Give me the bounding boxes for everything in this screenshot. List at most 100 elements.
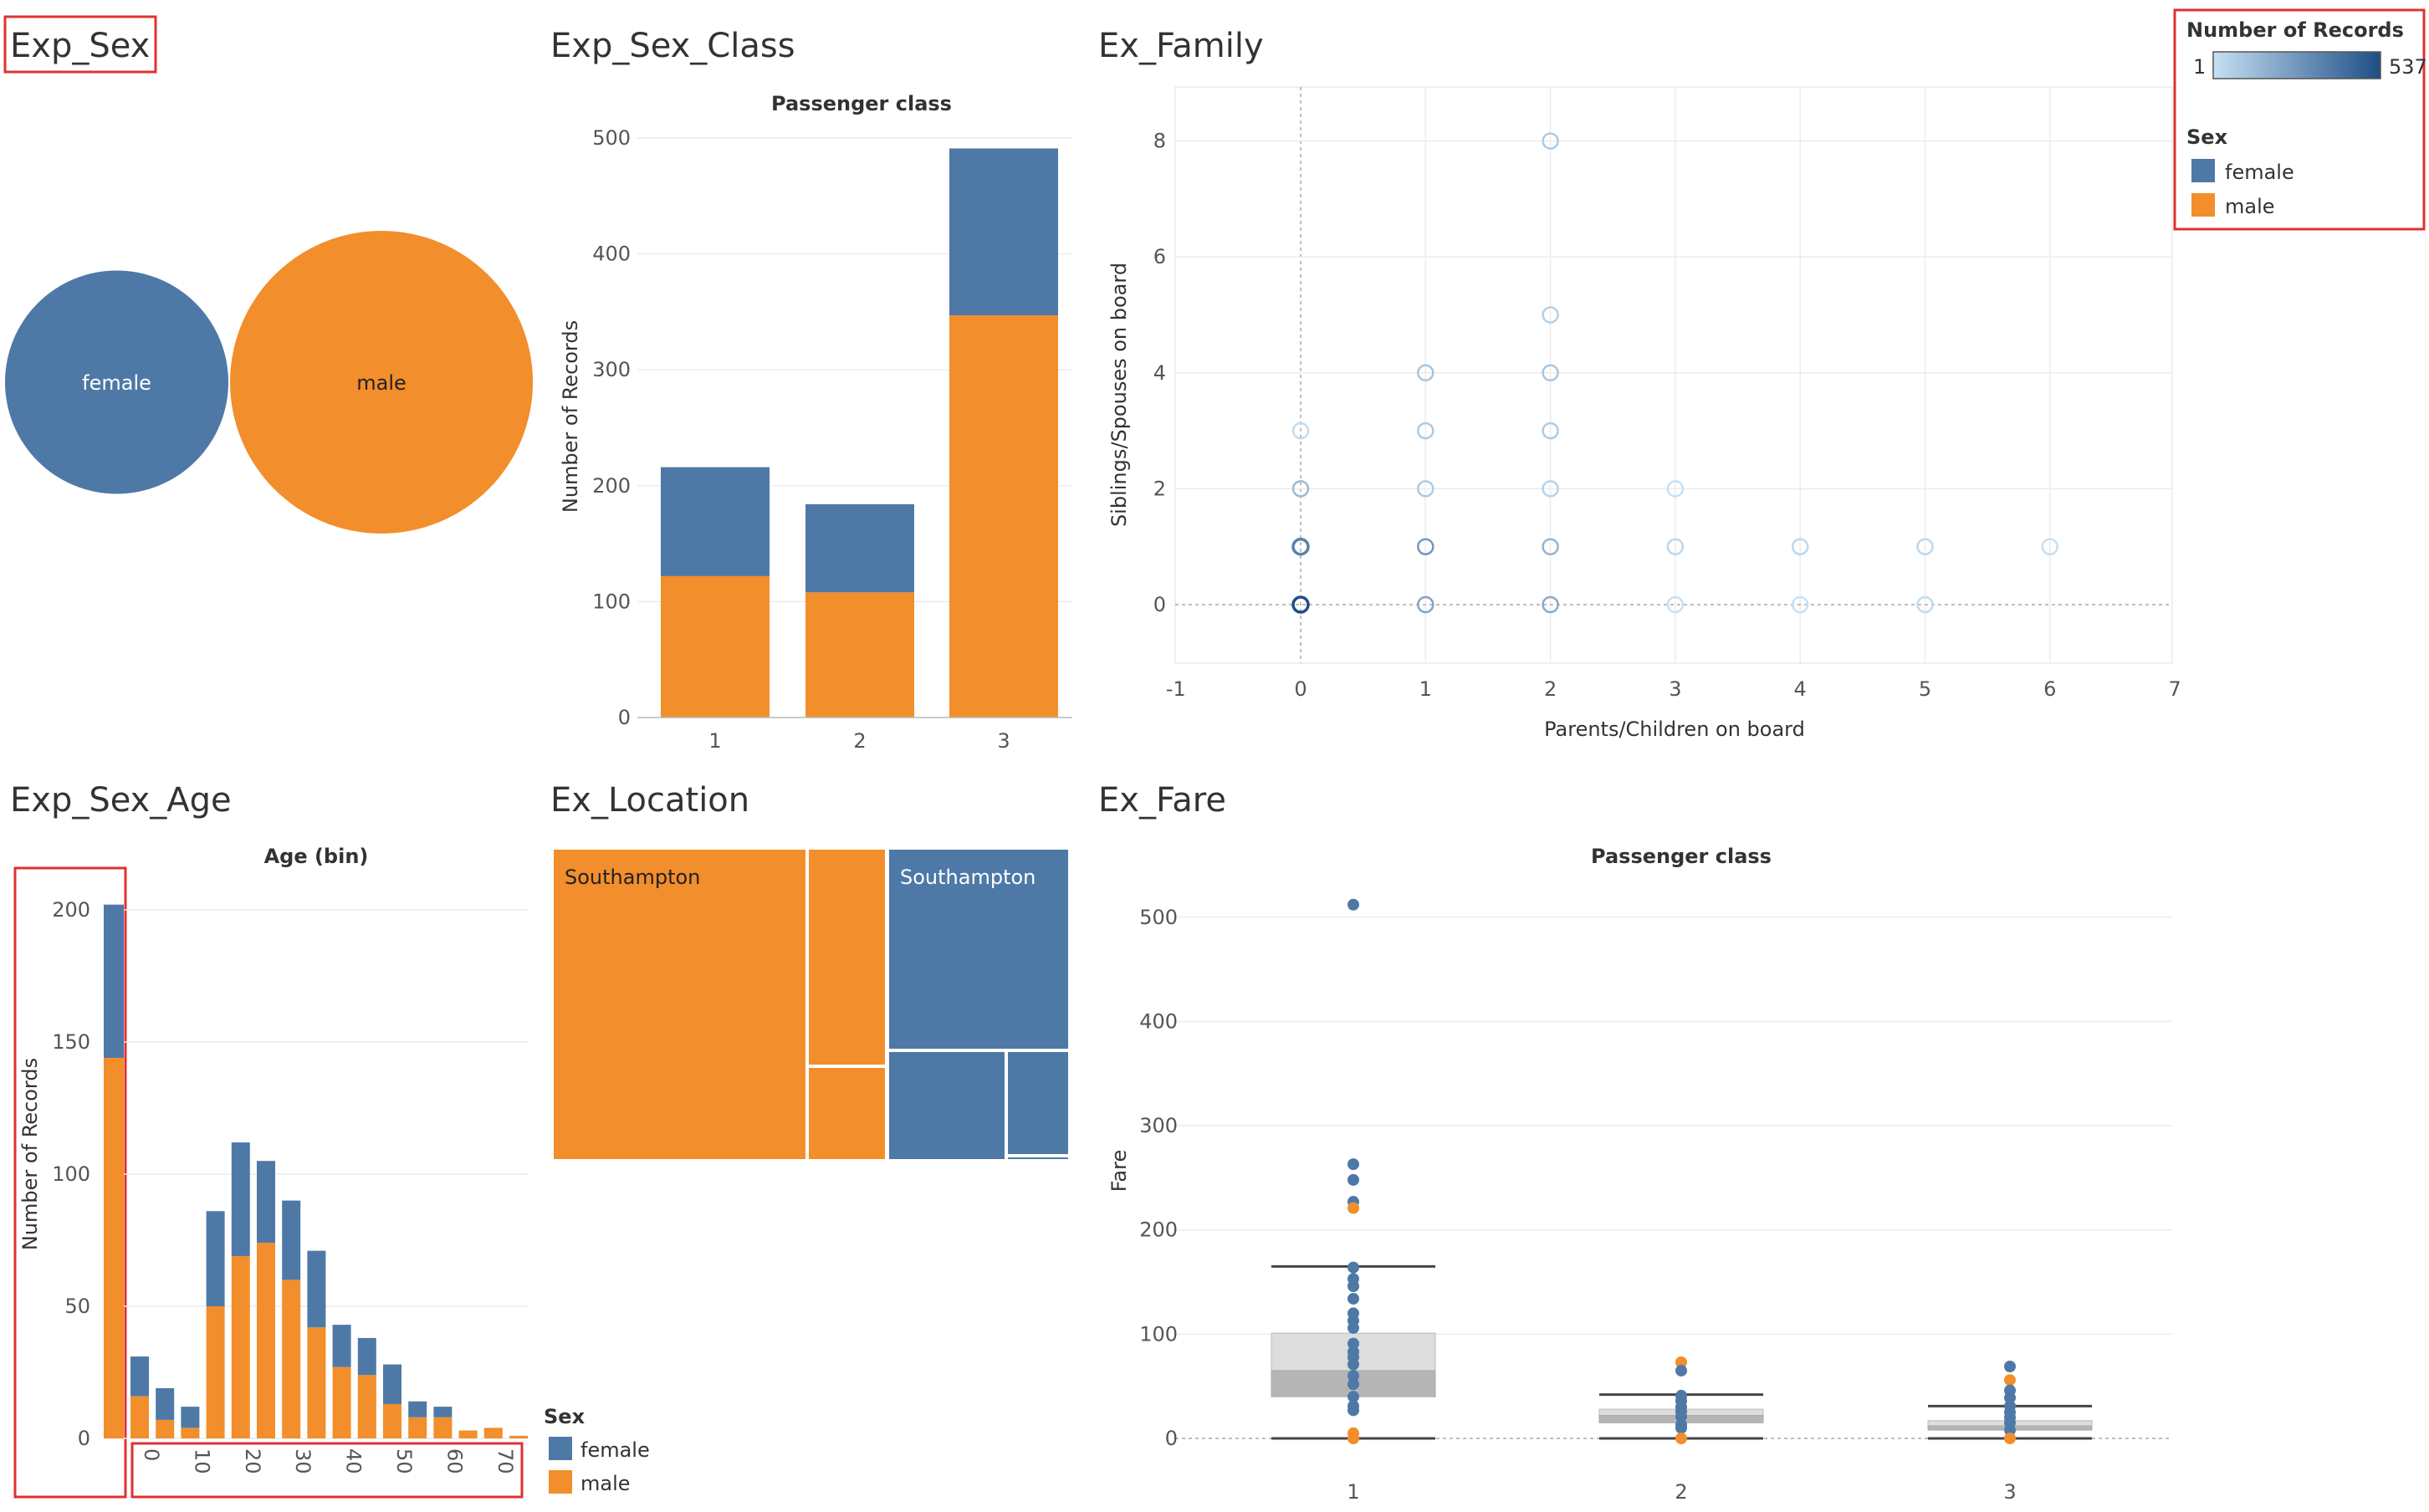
- sheet-title-ex-location[interactable]: Ex_Location: [550, 781, 749, 820]
- family-point[interactable]: [1666, 595, 1685, 614]
- age-bar-female-15[interactable]: [206, 1211, 225, 1306]
- fare-point-female[interactable]: [2004, 1360, 2016, 1372]
- age-bar-male-0[interactable]: [130, 1396, 149, 1438]
- fare-point-female[interactable]: [1347, 1173, 1359, 1186]
- family-point[interactable]: [1417, 364, 1434, 382]
- class-bar-female-2[interactable]: [805, 503, 914, 593]
- treemap-cell-male[interactable]: [807, 848, 887, 1066]
- class-bar-male-3[interactable]: [949, 315, 1058, 718]
- fare-point-male[interactable]: [1347, 1202, 1359, 1214]
- age-bar-male-10[interactable]: [181, 1428, 200, 1438]
- fare-point-male[interactable]: [1675, 1433, 1687, 1444]
- fare-point-female[interactable]: [1347, 1292, 1359, 1305]
- bubble-male[interactable]: [230, 231, 534, 534]
- family-point[interactable]: [1791, 595, 1809, 614]
- bubble-female[interactable]: [5, 270, 229, 494]
- fare-point-female[interactable]: [1347, 1358, 1359, 1371]
- treemap-cell-male[interactable]: [552, 848, 807, 1161]
- family-point[interactable]: [1291, 421, 1310, 440]
- treemap-cell-female[interactable]: [887, 848, 1070, 1050]
- records-legend[interactable]: Number of Records 1 537 Sex female male: [2173, 8, 2427, 231]
- treemap-cell-female[interactable]: [1006, 1050, 1070, 1156]
- sheet-title-exp-sex-age[interactable]: Exp_Sex_Age: [10, 781, 232, 820]
- family-point[interactable]: [1291, 537, 1310, 556]
- exp-sex-class-bar-chart[interactable]: Passenger class Number of Records 0 100 20…: [559, 92, 1072, 753]
- fare-point-female[interactable]: [1347, 1337, 1359, 1350]
- fare-point-female[interactable]: [1675, 1364, 1687, 1377]
- age-legend-label-male[interactable]: male: [580, 1472, 631, 1495]
- age-bar-female-20[interactable]: [231, 1142, 250, 1256]
- exp-sex-age-bar-chart[interactable]: Age (bin) Number of Records Sex female m…: [13, 845, 650, 1499]
- age-bar-female-45[interactable]: [357, 1337, 376, 1376]
- age-legend-label-female[interactable]: female: [580, 1438, 650, 1462]
- fare-point-female[interactable]: [1675, 1410, 1687, 1423]
- sheet-title-exp-sex[interactable]: Exp_Sex: [10, 27, 150, 65]
- family-point[interactable]: [1291, 480, 1310, 498]
- treemap-cell-female[interactable]: [887, 1050, 1006, 1161]
- family-point[interactable]: [1916, 538, 1934, 555]
- age-bar-null-female[interactable]: [104, 904, 124, 1058]
- sheet-title-exp-sex-class[interactable]: Exp_Sex_Class: [550, 27, 795, 65]
- age-bar-female-55[interactable]: [408, 1401, 427, 1418]
- age-bar-male-60[interactable]: [433, 1417, 453, 1438]
- age-bar-female-0[interactable]: [130, 1356, 149, 1397]
- ex-family-scatter-chart[interactable]: Siblings/Spouses on board Parents/Childr…: [1107, 86, 2181, 741]
- sex-legend-label-male[interactable]: male: [2225, 195, 2275, 218]
- fare-point-female[interactable]: [1347, 1370, 1359, 1382]
- fare-point-female[interactable]: [1347, 1404, 1359, 1417]
- age-bar-male-45[interactable]: [357, 1375, 376, 1438]
- age-bar-male-25[interactable]: [257, 1243, 275, 1438]
- fare-point-male[interactable]: [1675, 1356, 1687, 1369]
- family-point[interactable]: [1542, 364, 1559, 382]
- class-bar-male-1[interactable]: [661, 575, 770, 718]
- class-bar-female-1[interactable]: [661, 467, 770, 576]
- age-bar-female-10[interactable]: [181, 1407, 200, 1428]
- age-bar-female-35[interactable]: [307, 1250, 326, 1328]
- family-point[interactable]: [1666, 480, 1685, 498]
- fare-point-female[interactable]: [1347, 1391, 1359, 1403]
- fare-point-female[interactable]: [1347, 898, 1359, 911]
- family-point[interactable]: [2041, 538, 2059, 555]
- age-bar-null-male[interactable]: [104, 1057, 124, 1438]
- ex-fare-box-plot[interactable]: Passenger class Fare 0 100 200 300 400 500 1 2 3: [1107, 845, 2172, 1504]
- fare-point-female[interactable]: [1675, 1422, 1687, 1434]
- family-point[interactable]: [1417, 538, 1434, 555]
- ex-location-treemap[interactable]: Southampton Southampton: [552, 848, 1070, 1161]
- sheet-title-ex-fare[interactable]: Ex_Fare: [1098, 781, 1226, 820]
- family-point[interactable]: [1666, 538, 1685, 555]
- family-point[interactable]: [1291, 595, 1310, 614]
- family-point[interactable]: [1417, 595, 1434, 614]
- treemap-cell-male[interactable]: [807, 1066, 887, 1161]
- fare-point-female[interactable]: [1347, 1321, 1359, 1334]
- fare-point-male[interactable]: [2004, 1433, 2016, 1444]
- fare-point-female[interactable]: [2004, 1392, 2016, 1404]
- age-bar-female-40[interactable]: [332, 1325, 351, 1367]
- family-point[interactable]: [1916, 595, 1934, 614]
- age-bar-male-40[interactable]: [332, 1366, 351, 1438]
- age-bar-female-25[interactable]: [257, 1161, 275, 1244]
- family-point[interactable]: [1791, 538, 1809, 555]
- class-bar-male-2[interactable]: [805, 592, 914, 718]
- age-bar-male-70[interactable]: [483, 1428, 503, 1438]
- age-bar-female-60[interactable]: [433, 1407, 453, 1418]
- age-bar-male-35[interactable]: [307, 1327, 326, 1438]
- age-bar-male-20[interactable]: [231, 1255, 250, 1438]
- age-bar-male-5[interactable]: [156, 1419, 175, 1438]
- fare-point-female[interactable]: [2004, 1424, 2016, 1437]
- sex-legend-label-female[interactable]: female: [2225, 161, 2294, 184]
- age-bar-female-5[interactable]: [156, 1387, 175, 1420]
- family-point[interactable]: [1542, 306, 1559, 324]
- exp-sex-bubble-chart[interactable]: female male: [5, 231, 534, 534]
- fare-point-male[interactable]: [1347, 1433, 1359, 1444]
- age-bar-male-15[interactable]: [206, 1306, 225, 1438]
- age-bar-female-30[interactable]: [282, 1200, 301, 1280]
- family-point[interactable]: [1542, 595, 1559, 614]
- age-bar-male-65[interactable]: [458, 1430, 478, 1438]
- family-point[interactable]: [1542, 480, 1559, 498]
- age-bar-male-30[interactable]: [282, 1280, 301, 1438]
- family-point[interactable]: [1542, 132, 1559, 150]
- fare-point-female[interactable]: [1347, 1280, 1359, 1293]
- fare-point-female[interactable]: [1347, 1378, 1359, 1391]
- age-bar-male-75[interactable]: [509, 1435, 528, 1438]
- family-point[interactable]: [1542, 538, 1559, 555]
